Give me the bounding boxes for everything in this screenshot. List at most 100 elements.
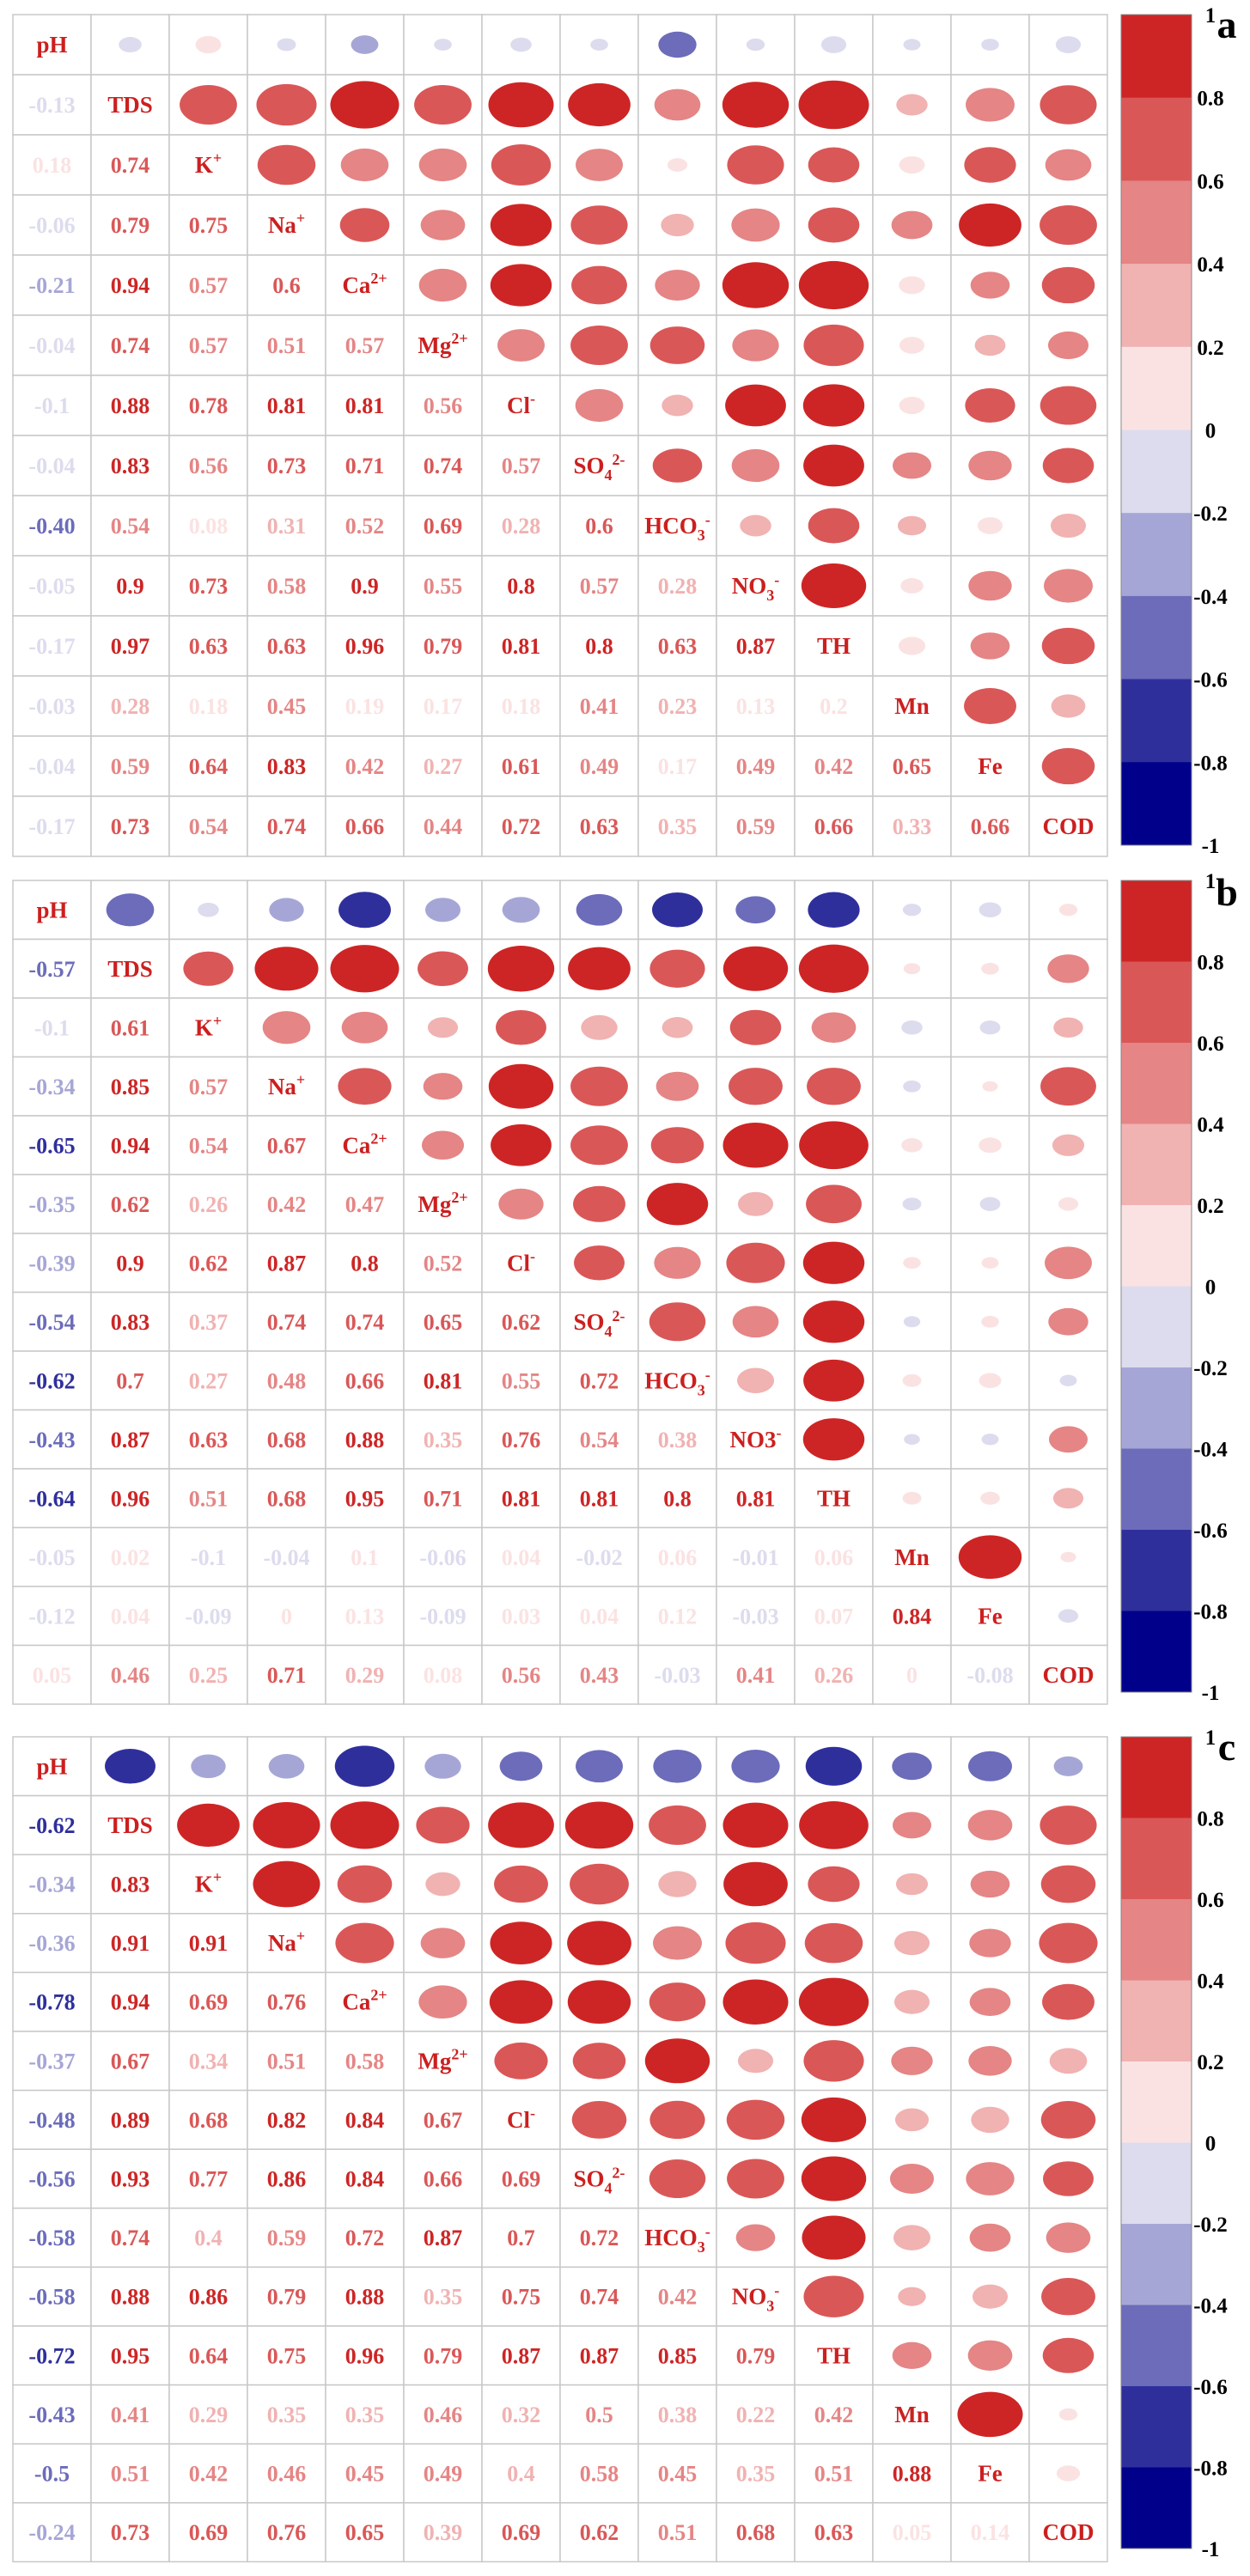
- correlation-value: -0.36: [28, 1931, 75, 1956]
- grid-cell: [90, 1913, 170, 1974]
- colorbar-segment: [1121, 2224, 1192, 2305]
- correlation-value: 0.66: [345, 814, 385, 839]
- correlation-ellipse: [899, 396, 925, 415]
- correlation-value: 0.17: [424, 694, 463, 719]
- correlation-value: 0.81: [580, 1486, 619, 1511]
- grid-cell: [950, 2208, 1030, 2268]
- grid-cell: [559, 1409, 639, 1470]
- correlation-ellipse: [119, 37, 142, 52]
- correlation-value: 0.75: [502, 2285, 541, 2310]
- correlation-ellipse: [981, 1315, 999, 1328]
- correlation-ellipse: [434, 39, 452, 51]
- colorbar-tick-label: 0: [1205, 420, 1216, 443]
- correlation-value: 0.87: [111, 1428, 150, 1452]
- correlation-value: 0.8: [507, 574, 535, 599]
- colorbar-tick-label: 0.8: [1197, 952, 1223, 975]
- correlation-value: 0.64: [189, 2343, 229, 2368]
- correlation-value: 0.82: [267, 2108, 307, 2133]
- grid-cell: [247, 435, 326, 496]
- correlation-ellipse: [269, 898, 304, 923]
- correlation-value: -0.43: [28, 1428, 75, 1452]
- correlation-value: 0.76: [267, 1990, 307, 2015]
- correlation-value: 0.25: [189, 1663, 229, 1688]
- correlation-ellipse: [490, 204, 552, 247]
- correlation-value: 0.18: [189, 694, 229, 719]
- colorbar-frame: [1120, 880, 1192, 1693]
- correlation-value: 0.26: [189, 1192, 229, 1217]
- correlation-ellipse: [1043, 2161, 1094, 2196]
- correlation-value: 0.5: [585, 2402, 613, 2427]
- correlation-value: 0.05: [33, 1663, 72, 1688]
- grid-cell: [325, 2384, 405, 2445]
- correlation-value: 0.73: [111, 2520, 150, 2545]
- correlation-value: 0.72: [345, 2226, 385, 2250]
- grid-cell: [325, 435, 405, 496]
- correlation-value: 0.46: [267, 2462, 307, 2487]
- correlation-value: 0.81: [424, 1368, 463, 1393]
- correlation-ellipse: [977, 517, 1003, 534]
- grid-cell: [794, 1644, 874, 1705]
- correlation-ellipse: [662, 1017, 693, 1038]
- grid-cell: [403, 2148, 483, 2209]
- grid-cell: [325, 1409, 405, 1470]
- grid-cell: [325, 735, 405, 797]
- correlation-value: 0.49: [424, 2462, 463, 2487]
- correlation-value: -0.72: [28, 2343, 75, 2368]
- correlation-ellipse: [1055, 36, 1082, 53]
- correlation-ellipse: [723, 1802, 789, 1848]
- correlation-ellipse: [654, 1246, 701, 1279]
- correlation-value: 0.56: [424, 393, 463, 418]
- correlation-value: 0.88: [345, 1428, 385, 1452]
- correlation-value: 0.86: [189, 2285, 229, 2310]
- correlation-value: 0.54: [189, 814, 229, 839]
- correlation-ellipse: [416, 1806, 470, 1844]
- correlation-value: 0.57: [189, 1075, 229, 1099]
- correlation-value: 0.79: [424, 634, 463, 659]
- correlation-ellipse: [418, 951, 468, 987]
- correlation-ellipse: [1040, 204, 1097, 246]
- correlation-value: 0.42: [658, 2285, 698, 2310]
- correlation-ellipse: [652, 892, 703, 928]
- correlation-value: -0.06: [419, 1545, 466, 1570]
- correlation-ellipse: [805, 1746, 863, 1786]
- correlation-ellipse: [802, 2215, 866, 2260]
- grid-cell: [90, 2443, 170, 2504]
- grid-cell: [872, 1526, 952, 1587]
- correlation-ellipse: [1051, 694, 1086, 718]
- correlation-value: 0.87: [580, 2343, 619, 2368]
- grid-cell: [559, 14, 639, 76]
- correlation-ellipse: [1039, 1922, 1098, 1964]
- correlation-ellipse: [499, 1751, 543, 1781]
- correlation-value: 0.91: [189, 1931, 229, 1956]
- correlation-ellipse: [646, 1183, 709, 1226]
- grid-cell: [716, 2325, 796, 2386]
- colorbar-segment: [1121, 1043, 1192, 1124]
- correlation-value: 0.87: [736, 634, 776, 659]
- correlation-ellipse: [180, 84, 237, 125]
- grid-cell: [168, 555, 248, 617]
- correlation-value: -0.65: [28, 1133, 75, 1158]
- correlation-value: 0.47: [345, 1192, 385, 1217]
- correlation-value: 0: [281, 1604, 292, 1629]
- correlation-value: 0.59: [736, 814, 776, 839]
- correlation-value: 0.19: [345, 694, 385, 719]
- correlation-value: 0.83: [111, 454, 150, 478]
- correlation-value: 0.66: [345, 1368, 385, 1393]
- correlation-value: 0.81: [267, 393, 307, 418]
- correlation-value: -0.39: [28, 1251, 75, 1276]
- correlation-value: -0.1: [191, 1545, 226, 1570]
- grid-cell: [12, 1526, 92, 1587]
- correlation-value: 0.84: [893, 1604, 932, 1629]
- correlation-value: -0.1: [34, 1015, 70, 1040]
- variable-label: Fe: [978, 753, 1002, 779]
- variable-label: HCO3-: [644, 2223, 710, 2256]
- correlation-value: 0.51: [267, 333, 307, 358]
- correlation-value: 0.33: [893, 814, 932, 839]
- correlation-ellipse: [341, 1011, 388, 1044]
- correlation-value: 0.84: [345, 2108, 385, 2133]
- correlation-ellipse: [981, 1257, 999, 1269]
- grid-cell: [559, 495, 639, 557]
- correlation-ellipse: [573, 1185, 625, 1222]
- correlation-ellipse: [972, 2284, 1009, 2309]
- correlation-value: 0.93: [111, 2167, 150, 2192]
